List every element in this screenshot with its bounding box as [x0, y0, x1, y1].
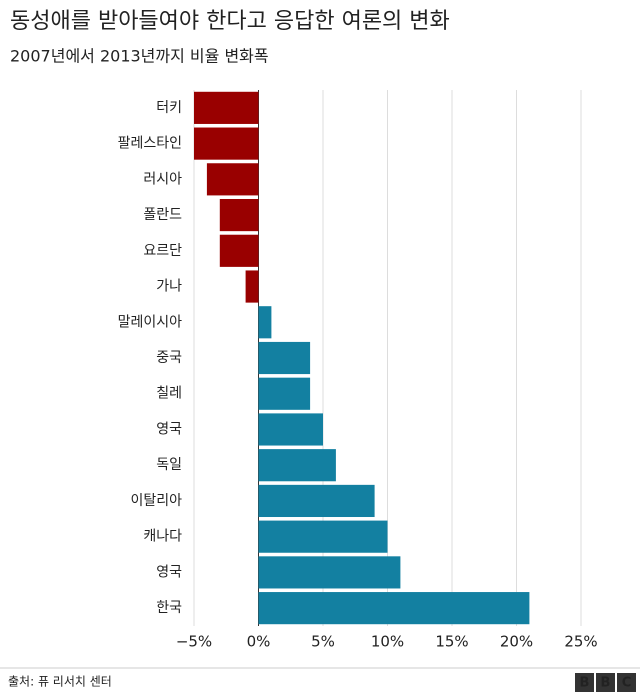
y-tick-label: 한국 — [156, 600, 182, 616]
bar — [258, 341, 311, 375]
x-tick-label: 5% — [311, 633, 335, 651]
y-tick-label: 말레이시아 — [118, 314, 183, 330]
bar — [258, 413, 323, 446]
logo-box — [596, 673, 615, 692]
bar — [258, 592, 530, 625]
y-tick-label: 러시아 — [143, 171, 182, 187]
logo-letter: C — [622, 676, 632, 691]
bar — [258, 306, 272, 339]
logo-box — [575, 673, 594, 692]
x-tick-label: 20% — [500, 633, 533, 651]
chart-subtitle: 2007년에서 2013년까지 비율 변화폭 — [10, 47, 269, 66]
bar — [258, 484, 375, 518]
x-tick-label: 10% — [371, 633, 404, 651]
y-tick-label: 이탈리아 — [130, 493, 182, 509]
y-tick-label: 독일 — [156, 457, 182, 473]
bar — [194, 91, 259, 124]
bar — [194, 127, 259, 160]
logo-letter: B — [601, 676, 611, 691]
logo-box — [617, 673, 636, 692]
x-tick-label: 0% — [247, 633, 271, 651]
y-tick-label: 칠레 — [156, 386, 182, 402]
logo-letter: B — [580, 676, 590, 691]
bar — [245, 270, 259, 303]
chart-title: 동성애를 받아들여야 한다고 응답한 여론의 변화 — [10, 9, 450, 34]
bar — [219, 234, 259, 267]
source: 출처: 퓨 리서치 센터 — [8, 675, 112, 689]
x-tick-label: 25% — [564, 633, 597, 651]
y-tick-label: 중국 — [156, 350, 182, 366]
bar — [219, 198, 259, 232]
y-tick-label: 영국 — [156, 564, 182, 580]
x-tick-label: −5% — [176, 633, 212, 651]
x-tick-label: 15% — [435, 633, 468, 651]
bar — [258, 556, 401, 589]
y-tick-label: 터키 — [156, 100, 182, 116]
y-tick-label: 가나 — [156, 279, 182, 295]
y-tick-label: 폴란드 — [143, 207, 182, 223]
bar — [206, 163, 259, 196]
bar — [258, 449, 336, 482]
y-tick-label: 캐나다 — [143, 529, 182, 545]
y-tick-label: 팔레스타인 — [118, 136, 182, 152]
y-tick-label: 요르단 — [143, 243, 182, 259]
y-tick-label: 영국 — [156, 421, 182, 437]
bar — [258, 377, 311, 410]
bar — [258, 520, 388, 553]
